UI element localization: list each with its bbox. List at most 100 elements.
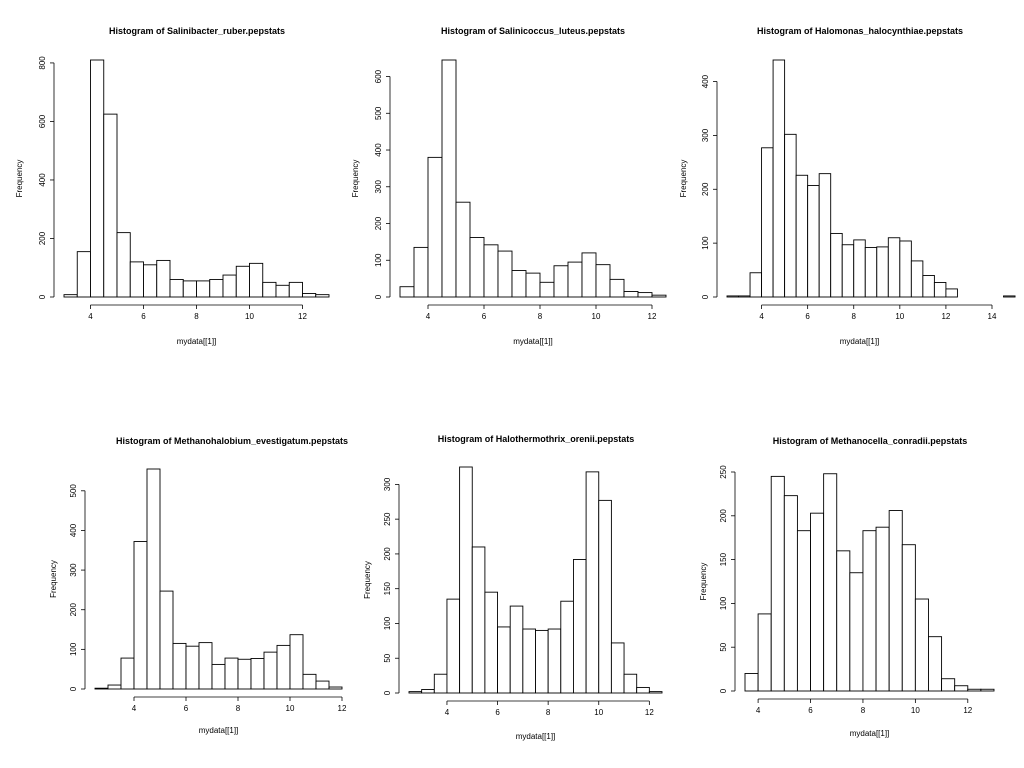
histogram-panel-methanohalobium-evestigatum: Histogram of Methanohalobium_evestigatum…: [49, 436, 348, 735]
histogram-bar: [910, 260, 924, 298]
histogram-bar: [275, 284, 290, 298]
histogram-bar: [469, 237, 485, 298]
histogram-bar: [446, 598, 461, 694]
x-tick-label: 8: [194, 312, 199, 321]
x-axis: 4 6 8 10 12: [426, 304, 657, 321]
histogram-bar: [433, 673, 448, 694]
histogram-panel-methanocella-conradii: Histogram of Methanocella_conradii.pepst…: [699, 436, 995, 738]
histogram-bars: [63, 59, 330, 298]
histogram-bar: [744, 673, 759, 692]
histogram-bar: [288, 281, 303, 298]
x-tick-label: 6: [808, 706, 813, 715]
x-tick-label: 4: [88, 312, 93, 321]
x-tick-label: 6: [805, 312, 810, 321]
histogram-bar: [169, 278, 184, 298]
x-tick-label: 10: [911, 706, 920, 715]
x-tick-label: 8: [538, 312, 543, 321]
histogram-bar: [525, 272, 541, 298]
y-tick-label: 150: [383, 581, 392, 595]
y-tick-label: 200: [38, 231, 47, 245]
histogram-bar: [459, 466, 473, 694]
panel-title: Histogram of Salinicoccus_luteus.pepstat…: [441, 26, 625, 36]
histogram-bar: [143, 264, 158, 298]
y-tick-label: 50: [383, 653, 392, 662]
histogram-bar: [107, 684, 122, 690]
histogram-bar: [1003, 295, 1016, 298]
x-axis-label: mydata[[1]]: [516, 732, 556, 741]
y-tick-label: 250: [719, 465, 728, 479]
histogram-bar: [408, 691, 423, 694]
histogram-bar: [535, 629, 549, 694]
y-tick-label: 0: [38, 294, 47, 299]
histogram-bar: [156, 259, 171, 298]
histogram-bars: [726, 59, 1016, 298]
histogram-bar: [249, 262, 264, 298]
y-tick-label: 400: [701, 74, 710, 88]
histogram-bar: [637, 292, 653, 298]
y-axis-label: Frequency: [363, 561, 372, 599]
histogram-bars: [408, 466, 663, 694]
y-tick-label: 0: [374, 294, 383, 299]
histogram-bar: [567, 261, 583, 298]
histogram-bar: [941, 678, 956, 692]
y-tick-label: 50: [719, 642, 728, 651]
histogram-bar: [967, 688, 982, 692]
x-tick-label: 8: [861, 706, 866, 715]
histogram-bar: [553, 265, 569, 298]
x-axis-label: mydata[[1]]: [840, 337, 880, 346]
x-tick-label: 6: [482, 312, 487, 321]
y-axis: 0 100 200 300 400 500: [69, 484, 86, 691]
y-tick-label: 400: [38, 173, 47, 187]
y-tick-label: 400: [374, 143, 383, 157]
histogram-bar: [757, 613, 772, 692]
histogram-bar: [455, 201, 471, 298]
y-axis-label: Frequency: [15, 160, 24, 198]
y-tick-label: 250: [383, 512, 392, 526]
histogram-bar: [623, 673, 638, 694]
histogram-bar: [129, 261, 144, 298]
histogram-bar: [315, 680, 330, 690]
x-tick-label: 8: [546, 708, 551, 717]
y-tick-label: 0: [69, 686, 78, 691]
histogram-bars: [399, 59, 667, 298]
x-axis: 4 6 8 10 12: [132, 696, 347, 713]
y-tick-label: 0: [701, 294, 710, 299]
x-tick-label: 10: [592, 312, 601, 321]
histogram-bar: [509, 605, 524, 694]
histogram-bar: [302, 293, 317, 298]
panel-title: Histogram of Methanohalobium_evestigatum…: [116, 436, 348, 446]
x-tick-label: 12: [648, 312, 657, 321]
histogram-bar: [784, 133, 797, 298]
histogram-bar: [315, 294, 330, 298]
panel-title: Histogram of Salinibacter_ruber.pepstats: [109, 26, 285, 36]
histogram-bar: [928, 636, 943, 692]
histogram-bar: [648, 691, 663, 694]
histogram-bar: [888, 510, 903, 692]
x-axis-label: mydata[[1]]: [199, 726, 239, 735]
histogram-bar: [980, 688, 995, 692]
y-tick-label: 500: [374, 106, 383, 120]
panel-title: Histogram of Methanocella_conradii.pepst…: [773, 436, 968, 446]
histogram-bars: [744, 473, 995, 692]
histogram-bar: [328, 686, 343, 690]
y-axis: 0 200 400 600 800: [38, 56, 55, 299]
y-tick-label: 0: [383, 690, 392, 695]
histogram-bar: [159, 590, 174, 690]
histogram-bar: [810, 512, 825, 692]
histogram-bar: [772, 59, 786, 298]
histogram-bar: [610, 642, 625, 694]
histogram-bar: [250, 658, 265, 690]
histogram-bar: [795, 174, 809, 298]
histogram-bar: [875, 526, 890, 692]
histogram-bar: [585, 471, 600, 694]
y-tick-label: 300: [69, 563, 78, 577]
y-tick-label: 100: [719, 596, 728, 610]
histogram-bar: [198, 642, 213, 690]
histogram-bar: [954, 685, 969, 692]
histogram-bar: [262, 281, 277, 298]
histogram-bar: [211, 663, 226, 690]
x-axis: 4 6 8 10 12: [756, 698, 973, 715]
histogram-bar: [738, 295, 751, 298]
histogram-bar: [196, 280, 211, 298]
